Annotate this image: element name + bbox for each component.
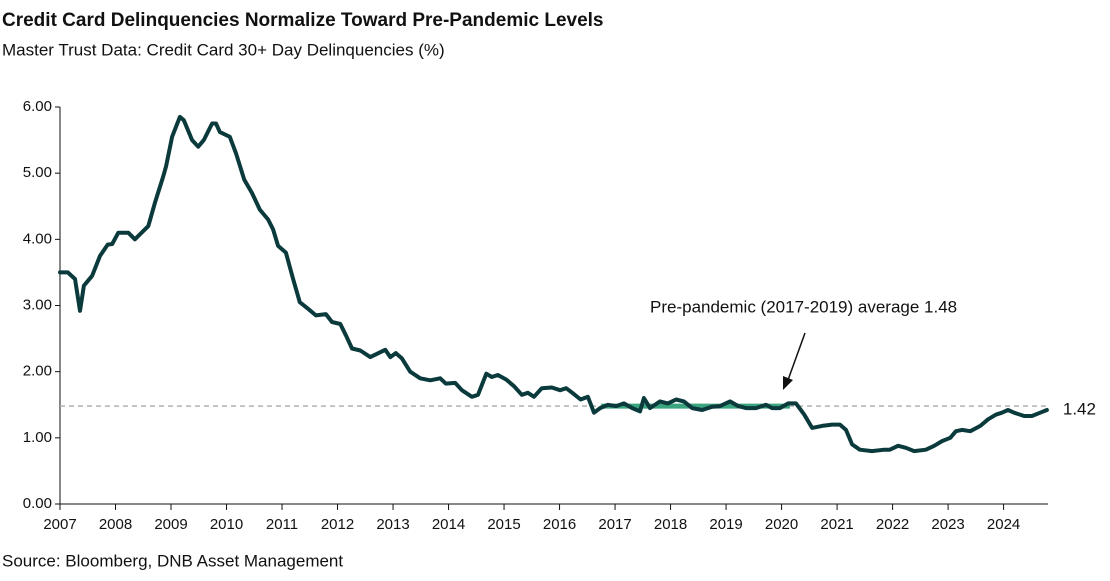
y-tick-label: 3.00 (23, 296, 52, 313)
x-tick-label: 2017 (598, 516, 631, 533)
source-note: Source: Bloomberg, DNB Asset Management (2, 551, 343, 570)
annotation-arrow (787, 332, 806, 381)
x-tick-label: 2015 (487, 516, 520, 533)
chart-title: Credit Card Delinquencies Normalize Towa… (2, 10, 604, 31)
y-tick-label: 0.00 (23, 495, 52, 512)
end-value-label: 1.42 (1063, 400, 1096, 419)
x-tick-label: 2013 (376, 516, 409, 533)
chart-subtitle: Master Trust Data: Credit Card 30+ Day D… (2, 40, 445, 59)
y-tick-label: 6.00 (23, 98, 52, 115)
x-tick-label: 2010 (210, 516, 243, 533)
x-tick-label: 2012 (321, 516, 354, 533)
y-tick-label: 5.00 (23, 164, 52, 181)
x-tick-label: 2022 (876, 516, 909, 533)
y-tick-label: 1.00 (23, 429, 52, 446)
x-tick-label: 2020 (765, 516, 798, 533)
arrow-head (783, 376, 793, 390)
y-tick-label: 4.00 (23, 230, 52, 247)
x-tick-label: 2014 (432, 516, 465, 533)
x-tick-label: 2009 (154, 516, 187, 533)
y-tick-label: 2.00 (23, 363, 52, 380)
x-tick-label: 2008 (99, 516, 132, 533)
x-tick-label: 2023 (931, 516, 964, 533)
annotation: Pre-pandemic (2017-2019) average 1.48 (650, 297, 957, 316)
x-tick-label: 2016 (543, 516, 576, 533)
x-tick-label: 2024 (987, 516, 1020, 533)
x-tick-label: 2007 (43, 516, 76, 533)
x-tick-label: 2018 (654, 516, 687, 533)
x-tick-label: 2019 (709, 516, 742, 533)
x-tick-label: 2011 (266, 516, 298, 533)
delinquency-line (58, 114, 1049, 454)
x-tick-label: 2021 (820, 516, 853, 533)
